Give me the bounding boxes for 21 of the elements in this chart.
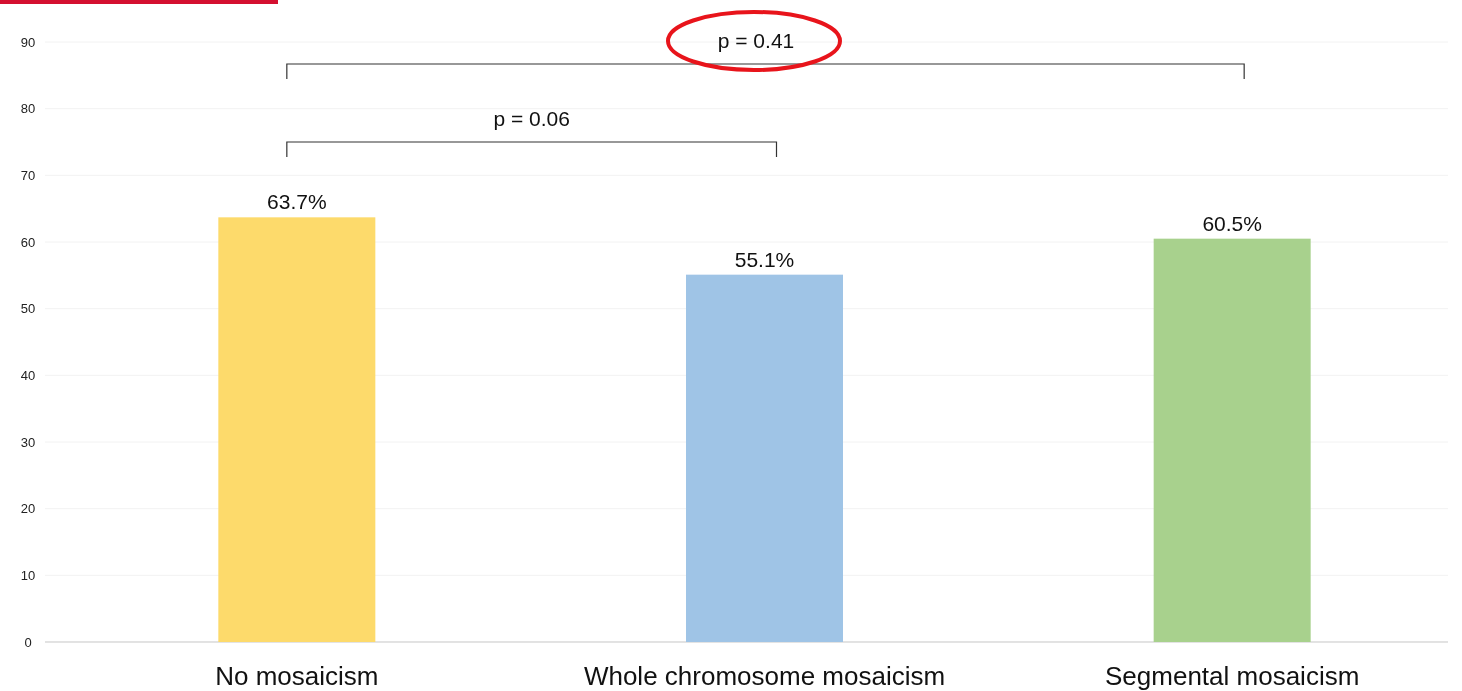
y-tick-label: 70 (20, 167, 36, 183)
bar (1153, 238, 1311, 642)
annotation: p = 0.41 (717, 29, 795, 52)
x-tick-label: No mosaicism (215, 661, 379, 691)
y-tick-label: 60 (20, 234, 36, 250)
data-label: 55.1% (734, 247, 795, 271)
x-tick-label: Segmental mosaicism (1105, 661, 1360, 691)
data-label: 60.5% (1202, 211, 1262, 235)
y-tick-label: 80 (20, 101, 36, 117)
y-tick-label: 90 (20, 34, 36, 50)
y-tick-label: 40 (20, 367, 36, 383)
y-tick-label: 30 (20, 434, 36, 450)
y-tick-label: 10 (20, 567, 36, 583)
annotation: p = 0.06 (493, 107, 570, 130)
y-tick-label: 50 (20, 301, 36, 317)
bar (686, 274, 843, 642)
y-tick-label: 20 (20, 501, 36, 517)
data-label: 63.7% (267, 190, 327, 214)
y-tick-label: 0 (24, 634, 32, 650)
bar (218, 217, 376, 642)
x-tick-label: Whole chromosome mosaicism (583, 661, 946, 691)
